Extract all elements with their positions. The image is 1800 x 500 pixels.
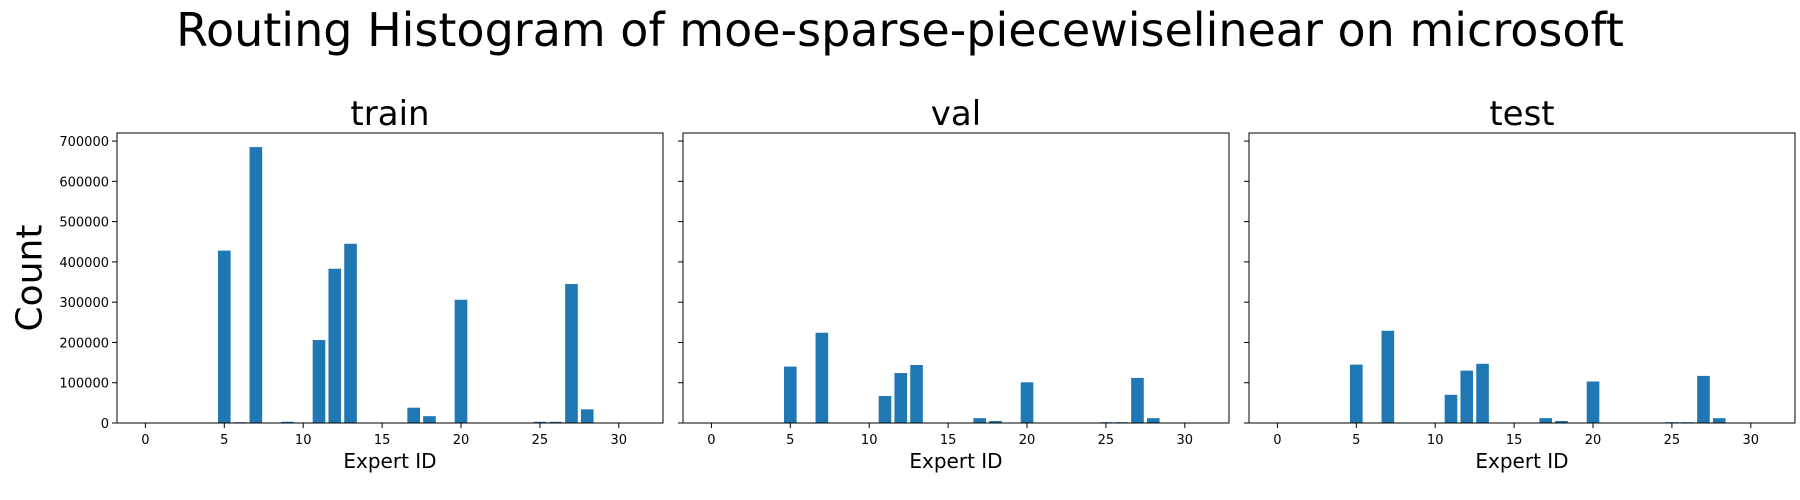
x-tick-label: 25 — [1098, 433, 1115, 448]
bar-train-expert-25 — [533, 421, 547, 423]
bar-train-expert-17 — [407, 407, 420, 423]
x-tick-label: 30 — [1177, 433, 1194, 448]
bar-train-expert-5 — [217, 250, 231, 423]
panel-title-test: test — [1489, 94, 1554, 134]
plot-frame-val — [682, 132, 1230, 424]
bar-val-expert-12 — [894, 373, 908, 423]
x-tick-label: 0 — [141, 433, 149, 448]
bar-train-expert-26 — [549, 421, 562, 423]
bar-train-expert-20 — [454, 299, 468, 423]
x-tick-label: 5 — [786, 433, 794, 448]
bar-train-expert-28 — [580, 409, 594, 423]
x-axis-label-test: Expert ID — [1475, 449, 1568, 473]
bar-train-expert-18 — [423, 416, 436, 423]
y-tick-label: 400000 — [59, 256, 109, 271]
bar-val-expert-7 — [815, 332, 829, 423]
x-tick-label: 30 — [1743, 433, 1760, 448]
x-tick-label: 20 — [1585, 433, 1602, 448]
y-tick-label: 100000 — [59, 377, 109, 392]
x-axis-label-train: Expert ID — [343, 449, 436, 473]
bar-val-expert-11 — [878, 396, 892, 423]
x-tick-label: 15 — [1506, 433, 1523, 448]
y-tick-label: 200000 — [59, 336, 109, 351]
x-tick-label: 20 — [453, 433, 470, 448]
bar-val-expert-18 — [989, 420, 1002, 423]
x-tick-label: 10 — [861, 433, 878, 448]
plot-frame-train — [116, 132, 664, 424]
bar-test-expert-13 — [1476, 363, 1489, 423]
bar-train-expert-11 — [312, 340, 326, 423]
bar-test-expert-7 — [1381, 330, 1395, 423]
bar-test-expert-11 — [1444, 394, 1458, 423]
plot-frame-test — [1248, 132, 1796, 424]
y-tick-label: 0 — [101, 417, 109, 432]
y-tick-label: 500000 — [59, 216, 109, 231]
bar-train-expert-27 — [565, 284, 578, 423]
x-tick-label: 30 — [611, 433, 628, 448]
x-tick-label: 25 — [532, 433, 549, 448]
bar-test-expert-18 — [1555, 420, 1568, 423]
bar-val-expert-27 — [1131, 377, 1144, 423]
x-tick-label: 10 — [1427, 433, 1444, 448]
bar-test-expert-17 — [1539, 418, 1552, 423]
bar-train-expert-12 — [328, 268, 342, 423]
y-tick-label: 600000 — [59, 175, 109, 190]
bar-val-expert-17 — [973, 418, 986, 423]
bar-val-expert-28 — [1146, 418, 1160, 423]
x-tick-label: 15 — [940, 433, 957, 448]
x-tick-label: 0 — [1273, 433, 1281, 448]
bar-train-expert-9 — [281, 421, 294, 423]
bar-test-expert-5 — [1349, 364, 1363, 423]
bar-val-expert-5 — [783, 366, 797, 423]
bar-test-expert-27 — [1697, 375, 1710, 424]
bar-train-expert-7 — [249, 147, 263, 423]
figure-title: Routing Histogram of moe-sparse-piecewis… — [176, 3, 1624, 57]
x-tick-label: 5 — [220, 433, 228, 448]
bar-val-expert-13 — [910, 365, 923, 423]
x-tick-label: 5 — [1352, 433, 1360, 448]
bar-test-expert-20 — [1586, 381, 1600, 423]
panel-title-train: train — [350, 94, 429, 134]
bar-train-expert-13 — [344, 243, 357, 423]
y-tick-label: 700000 — [59, 135, 109, 150]
y-tick-label: 300000 — [59, 296, 109, 311]
bar-val-expert-20 — [1020, 382, 1034, 423]
x-tick-label: 25 — [1664, 433, 1681, 448]
panel-title-val: val — [931, 94, 981, 134]
x-tick-label: 20 — [1019, 433, 1036, 448]
x-tick-label: 10 — [295, 433, 312, 448]
x-tick-label: 15 — [374, 433, 391, 448]
bar-test-expert-12 — [1460, 370, 1474, 423]
bar-test-expert-28 — [1712, 418, 1726, 423]
x-tick-label: 0 — [707, 433, 715, 448]
y-axis-label: Count — [10, 225, 51, 332]
x-axis-label-val: Expert ID — [909, 449, 1002, 473]
